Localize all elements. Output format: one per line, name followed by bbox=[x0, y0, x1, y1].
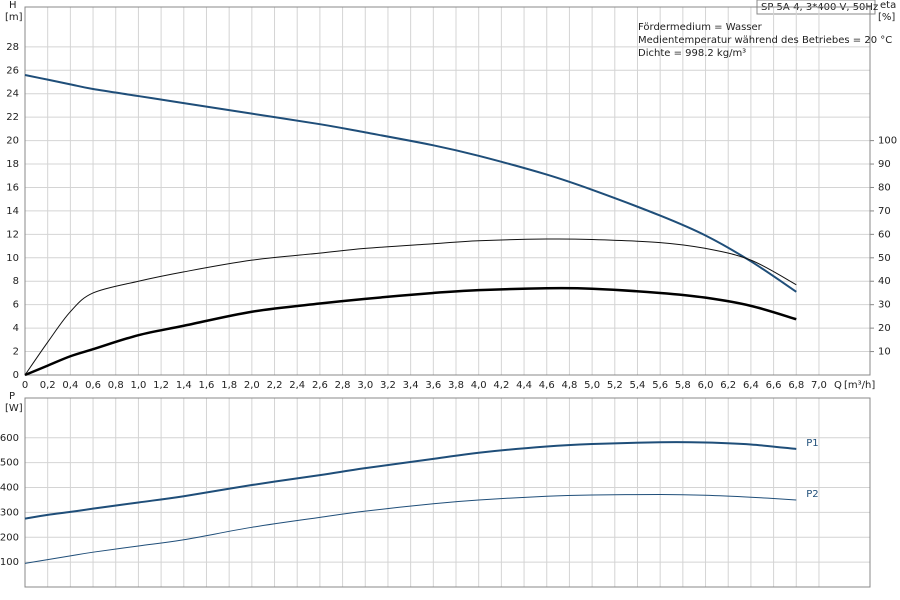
x-tick-label: 5,6 bbox=[652, 380, 668, 391]
curve bbox=[24, 286, 797, 377]
y-tick-label: 6 bbox=[13, 300, 19, 311]
x-tick-label: 5,0 bbox=[584, 380, 600, 391]
y2-tick-label: 80 bbox=[878, 182, 891, 193]
x-tick-label: 0,6 bbox=[85, 380, 101, 391]
x-tick-label: 3,4 bbox=[403, 380, 419, 391]
x-tick-label: 3,6 bbox=[425, 380, 441, 391]
y-tick-label: 24 bbox=[6, 89, 19, 100]
y-tick-label: 2 bbox=[13, 347, 19, 358]
y2-axis-label: eta bbox=[880, 0, 896, 11]
y-tick-label: 200 bbox=[0, 532, 19, 543]
x-tick-label: 6,2 bbox=[720, 380, 736, 391]
x-tick-label: 4,2 bbox=[493, 380, 509, 391]
x-tick-label: 1,4 bbox=[176, 380, 192, 391]
x-tick-label: 7,0 bbox=[811, 380, 827, 391]
note: Dichte = 998.2 kg/m³ bbox=[638, 48, 746, 59]
x-tick-label: 3,2 bbox=[380, 380, 396, 391]
y-tick-label: 400 bbox=[0, 483, 19, 494]
y-tick-label: 28 bbox=[6, 42, 19, 53]
y2-tick-label: 40 bbox=[878, 276, 891, 287]
curve bbox=[24, 441, 797, 520]
x-tick-label: 5,2 bbox=[607, 380, 623, 391]
note: Medientemperatur während des Betriebes =… bbox=[638, 35, 892, 46]
x-tick-label: 2,0 bbox=[244, 380, 260, 391]
x-tick-label: 1,6 bbox=[199, 380, 215, 391]
y-tick-label: 500 bbox=[0, 458, 19, 469]
x-tick-label: 2,4 bbox=[289, 380, 305, 391]
y-tick-label: 0 bbox=[13, 370, 19, 381]
x-tick-label: 4,0 bbox=[471, 380, 487, 391]
y2-tick-label: 50 bbox=[878, 253, 891, 264]
curve bbox=[24, 238, 797, 376]
x-tick-label: 4,6 bbox=[539, 380, 555, 391]
y-tick-label: 8 bbox=[13, 276, 19, 287]
y-axis-unit: [W] bbox=[5, 403, 23, 414]
x-tick-label: 5,4 bbox=[630, 380, 646, 391]
x-tick-label: 6,6 bbox=[766, 380, 782, 391]
x-axis-label: Q bbox=[834, 380, 842, 391]
y-tick-label: 600 bbox=[0, 433, 19, 444]
x-tick-label: 6,4 bbox=[743, 380, 759, 391]
x-tick-label: 5,8 bbox=[675, 380, 691, 391]
y-axis-label: H bbox=[9, 0, 17, 11]
y-tick-label: 14 bbox=[6, 206, 19, 217]
y-axis-unit: [m] bbox=[5, 12, 23, 23]
curve bbox=[24, 493, 797, 564]
x-tick-label: 1,8 bbox=[221, 380, 237, 391]
note: Fördermedium = Wasser bbox=[638, 22, 763, 33]
x-tick-label: 1,2 bbox=[153, 380, 169, 391]
series-label: P2 bbox=[806, 489, 818, 500]
y-tick-label: 4 bbox=[13, 323, 19, 334]
y-tick-label: 16 bbox=[6, 182, 19, 193]
y-tick-label: 12 bbox=[6, 229, 19, 240]
y-tick-label: 20 bbox=[6, 136, 19, 147]
x-axis-unit: [m³/h] bbox=[844, 380, 875, 391]
x-tick-label: 0,4 bbox=[62, 380, 78, 391]
series-label: P1 bbox=[806, 438, 818, 449]
y-tick-label: 10 bbox=[6, 253, 19, 264]
y-tick-label: 100 bbox=[0, 557, 19, 568]
plot-frame bbox=[24, 397, 871, 588]
y2-tick-label: 60 bbox=[878, 229, 891, 240]
x-tick-label: 0,8 bbox=[108, 380, 124, 391]
y2-tick-label: 100 bbox=[878, 136, 897, 147]
y2-tick-label: 20 bbox=[878, 323, 891, 334]
y-axis-label: P bbox=[9, 391, 15, 402]
x-tick-label: 3,0 bbox=[357, 380, 373, 391]
y2-axis-unit: [%] bbox=[878, 12, 895, 23]
y-tick-label: 22 bbox=[6, 112, 19, 123]
x-tick-label: 2,8 bbox=[335, 380, 351, 391]
x-tick-label: 6,8 bbox=[788, 380, 804, 391]
x-tick-label: 2,2 bbox=[267, 380, 283, 391]
x-tick-label: 3,8 bbox=[448, 380, 464, 391]
x-tick-label: 6,0 bbox=[698, 380, 714, 391]
x-tick-label: 1,0 bbox=[130, 380, 146, 391]
plot-frame bbox=[24, 6, 871, 376]
y-tick-label: 26 bbox=[6, 65, 19, 76]
y-tick-label: 18 bbox=[6, 159, 19, 170]
y2-tick-label: 90 bbox=[878, 159, 891, 170]
y2-tick-label: 10 bbox=[878, 347, 891, 358]
y2-tick-label: 70 bbox=[878, 206, 891, 217]
curve bbox=[24, 73, 797, 293]
y2-tick-label: 30 bbox=[878, 300, 891, 311]
x-tick-label: 0 bbox=[22, 380, 28, 391]
y-tick-label: 300 bbox=[0, 507, 19, 518]
x-tick-label: 0,2 bbox=[40, 380, 56, 391]
x-tick-label: 4,8 bbox=[561, 380, 577, 391]
x-tick-label: 4,4 bbox=[516, 380, 532, 391]
x-tick-label: 2,6 bbox=[312, 380, 328, 391]
